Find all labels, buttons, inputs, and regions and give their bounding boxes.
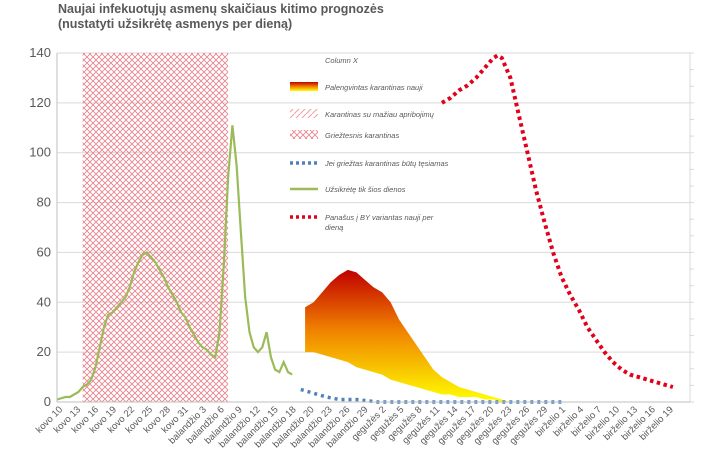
y-tick-label: 100: [29, 145, 51, 160]
y-tick-label: 60: [37, 244, 51, 259]
y-tick-label: 120: [29, 95, 51, 110]
legend-label: Karantinas su mažiau apribojimų: [325, 110, 435, 119]
legend-label: Griežtesnis karantinas: [325, 131, 399, 140]
series-line-by-variantas: [440, 53, 674, 389]
legend-label-line: dieną: [325, 223, 343, 232]
y-tick-label: 80: [37, 195, 51, 210]
strict-quarantine-hatch: [82, 53, 229, 402]
area-palengvintas-karantinas: [305, 269, 511, 402]
strict-quarantine-region: [82, 53, 229, 402]
legend-label: Column X: [325, 56, 359, 65]
y-tick-label: 40: [37, 294, 51, 309]
series-group: [56, 53, 674, 404]
chart-title: Naujai infekuotųjų asmenų skaičiaus kiti…: [58, 2, 384, 32]
series-line-uzsikrete: [56, 125, 293, 401]
y-tick-label: 20: [37, 344, 51, 359]
chart-title-line2: (nustatyti užsikrėtę asmenys per dieną): [58, 17, 293, 31]
series-line-griezta-karantinas: [300, 387, 562, 404]
chart-title-line1: Naujai infekuotųjų asmenų skaičiaus kiti…: [58, 2, 384, 16]
legend-label: Panašus į BY variantas nauji per dieną: [325, 213, 434, 232]
legend-swatch-gradient: [290, 82, 318, 91]
legend-swatch-hatch-red: [290, 130, 318, 139]
legend-label: Užsikrėtę tik šios dienos: [325, 185, 406, 194]
legend-label: Palengvintas karantinas nauji: [325, 83, 423, 92]
legend-label: Jei griežtas karantinas būtų tęsiamas: [324, 159, 449, 168]
legend-swatch-hatch-light: [290, 109, 318, 118]
legend: Column X Palengvintas karantinas nauji Kar…: [290, 56, 449, 232]
y-tick-label: 140: [29, 45, 51, 60]
y-tick-label: 0: [44, 394, 51, 409]
legend-label-line: Panašus į BY variantas nauji per: [325, 213, 434, 222]
